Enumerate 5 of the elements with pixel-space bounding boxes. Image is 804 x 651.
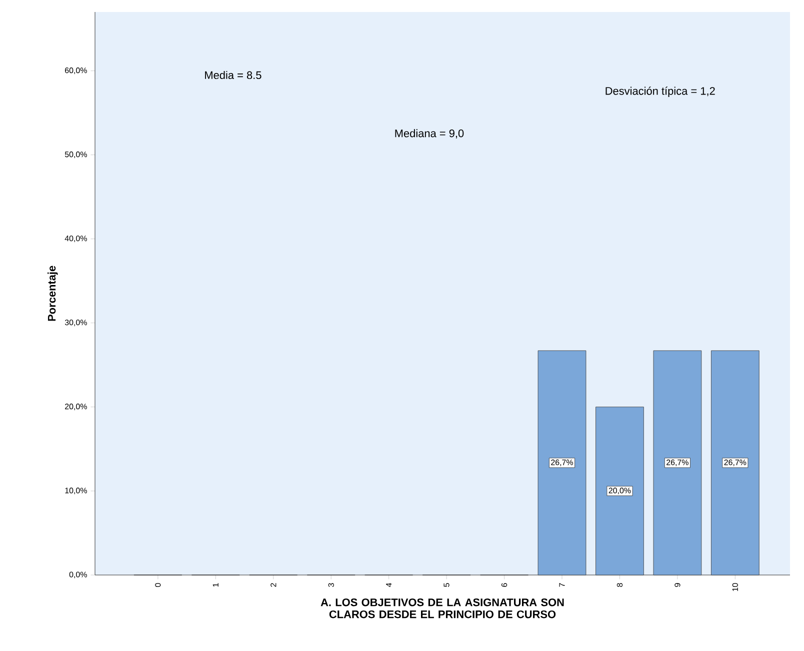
annotation: Desviación típica = 1,2 <box>606 86 715 97</box>
annotation: Media = 8.5 <box>205 70 262 80</box>
annotation: Mediana = 9,0 <box>395 129 464 139</box>
x-axis-title: A. LOS OBJETIVOS DE LA ASIGNATURA SON CLAROS DESDE EL PRINCIPIO DE CURSO <box>320 598 564 618</box>
y-axis-title: Porcentaje <box>48 266 58 321</box>
